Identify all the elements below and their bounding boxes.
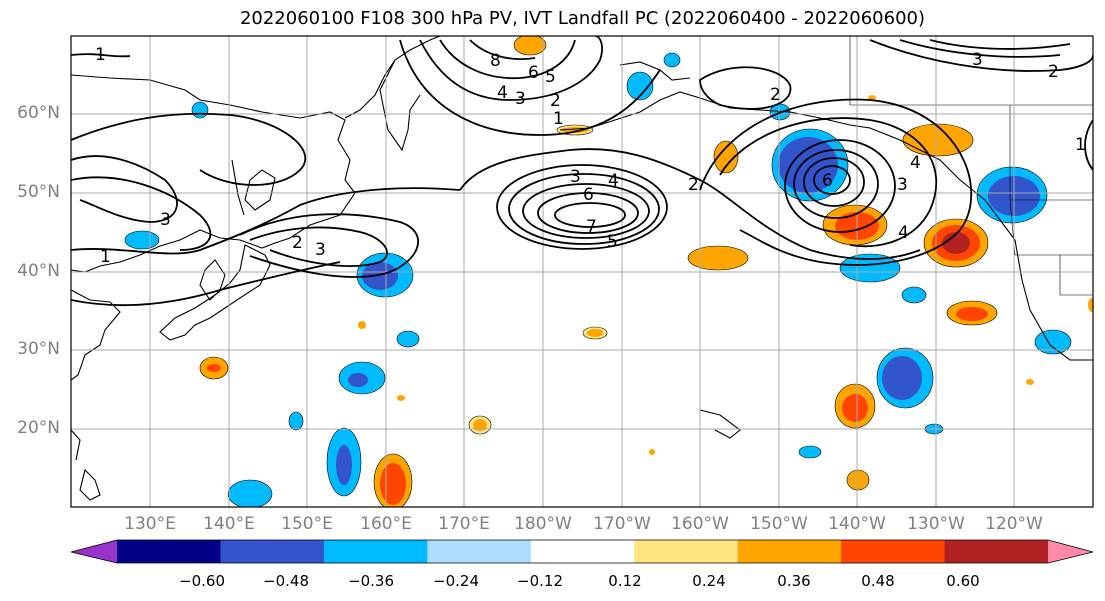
contour-label: 1 bbox=[1075, 135, 1086, 155]
colorbar-cell bbox=[737, 540, 842, 563]
pv-contours bbox=[71, 36, 1093, 307]
contour-label: 8 bbox=[490, 51, 501, 71]
lat-label: 20°N bbox=[17, 418, 60, 438]
colorbar-cell bbox=[530, 540, 635, 563]
colorbar-tick-label: 0.60 bbox=[946, 572, 980, 590]
lon-label: 140°W bbox=[828, 514, 886, 534]
colorbar-tick-label: 0.36 bbox=[777, 572, 811, 590]
contour-label: 5 bbox=[545, 67, 556, 87]
borders bbox=[849, 36, 1093, 296]
gridlines bbox=[71, 36, 1093, 507]
contour-label: 2 bbox=[1048, 62, 1059, 82]
contour-label: 3 bbox=[897, 175, 908, 195]
contour-label: 4 bbox=[910, 153, 921, 173]
colorbar-cell bbox=[220, 540, 325, 563]
contour-label: 4 bbox=[898, 223, 909, 243]
colorbar-extend-high bbox=[1048, 540, 1093, 563]
colorbar-cell bbox=[841, 540, 946, 563]
lat-label: 40°N bbox=[17, 261, 60, 281]
lon-label: 160°W bbox=[671, 514, 729, 534]
contour-labels: 1 3 1 2 3 8 6 5 4 3 2 1 3 4 6 7 5 2 2 6 … bbox=[95, 45, 1086, 267]
colorbar-tick-label: −0.60 bbox=[179, 572, 225, 590]
lon-label: 140°E bbox=[203, 514, 255, 534]
contour-label: 2 bbox=[770, 85, 781, 105]
contour-label: 3 bbox=[315, 240, 326, 260]
contour-label: 1 bbox=[95, 45, 106, 65]
lon-label: 170°E bbox=[438, 514, 490, 534]
lon-label: 160°E bbox=[360, 514, 412, 534]
lon-label: 170°W bbox=[593, 514, 651, 534]
contour-label: 4 bbox=[608, 171, 619, 191]
colorbar-cell bbox=[117, 540, 221, 563]
colorbar-tick-label: 0.12 bbox=[608, 572, 642, 590]
colorbar-cell bbox=[323, 540, 428, 563]
colorbar-tick-label: −0.48 bbox=[263, 572, 309, 590]
contour-label: 6 bbox=[822, 171, 833, 191]
colorbar-tick-label: −0.12 bbox=[517, 572, 563, 590]
contour-label: 6 bbox=[583, 185, 594, 205]
colorbar-cell bbox=[944, 540, 1049, 563]
colorbar-tick-label: −0.24 bbox=[433, 572, 479, 590]
contour-label: 6 bbox=[528, 63, 539, 83]
colorbar-cell bbox=[634, 540, 739, 563]
contour-label: 3 bbox=[972, 50, 983, 70]
map-frame bbox=[70, 35, 1094, 508]
lon-label: 120°W bbox=[985, 514, 1043, 534]
colorbar-tick-label: 0.48 bbox=[861, 572, 895, 590]
lon-label: 130°W bbox=[907, 514, 965, 534]
contour-label: 5 bbox=[607, 232, 618, 252]
colorbar-cells bbox=[117, 540, 1049, 563]
lon-label: 130°E bbox=[124, 514, 176, 534]
contour-label: 2 bbox=[550, 91, 561, 111]
contour-label: 3 bbox=[570, 167, 581, 187]
lon-label: 180°W bbox=[514, 514, 572, 534]
map-title: 2022060100 F108 300 hPa PV, IVT Landfall… bbox=[239, 8, 926, 29]
contour-label: 7 bbox=[586, 217, 597, 237]
contour-label: 3 bbox=[515, 89, 526, 109]
contour-label: 2 bbox=[292, 233, 303, 253]
lon-label: 150°W bbox=[750, 514, 808, 534]
lat-label: 60°N bbox=[17, 103, 60, 123]
contour-label: 4 bbox=[497, 83, 508, 103]
colorbar-tick-label: −0.36 bbox=[348, 572, 394, 590]
contour-label: 1 bbox=[553, 109, 564, 129]
contour-label: 2 bbox=[688, 175, 699, 195]
colorbar-tick-label: 0.24 bbox=[692, 572, 726, 590]
colorbar-cell bbox=[427, 540, 532, 563]
coastlines bbox=[71, 36, 1093, 501]
contour-label: 3 bbox=[160, 210, 171, 230]
lon-label: 150°E bbox=[281, 514, 333, 534]
lat-label: 30°N bbox=[17, 339, 60, 359]
contour-label: 1 bbox=[100, 247, 111, 267]
lat-label: 50°N bbox=[17, 182, 60, 202]
colorbar bbox=[70, 539, 1094, 564]
colorbar-extend-low bbox=[71, 540, 117, 563]
